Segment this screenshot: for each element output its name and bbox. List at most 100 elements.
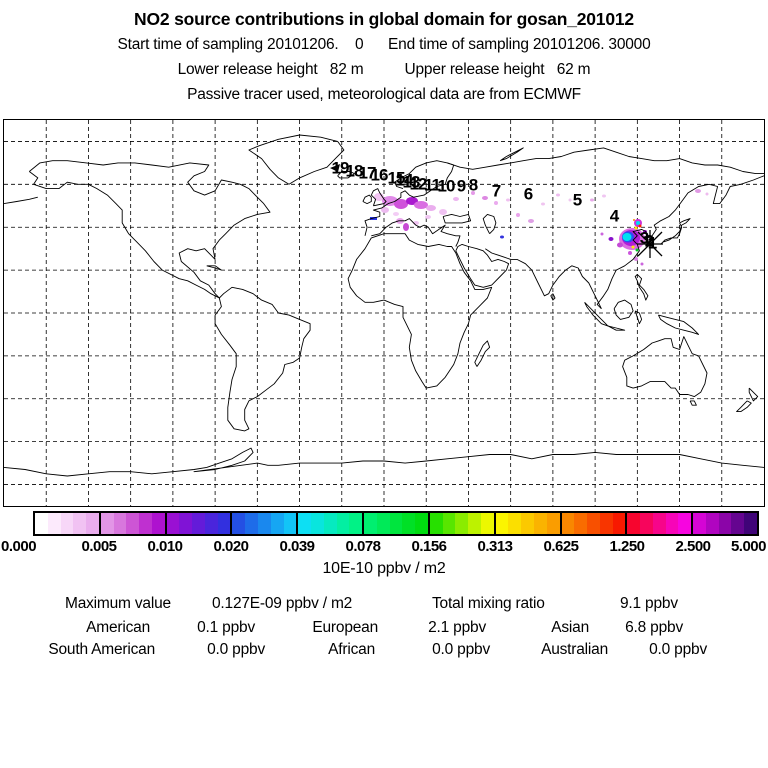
total-mixing-ratio-value: 9.1 ppbv (620, 595, 678, 612)
region-value-american: 0.1 ppbv (197, 619, 255, 636)
colorbar-tick-label: 0.000 (1, 538, 37, 555)
trajectory-day-marker-4: 4 (609, 206, 620, 226)
coastline-australia (622, 336, 708, 398)
coastline-borneo (613, 299, 634, 320)
trajectory-day-marker-6: 6 (523, 184, 534, 204)
coastline-cuba (206, 265, 222, 271)
max-value: 0.127E-09 ppbv / m2 (212, 595, 353, 612)
trajectory-day-marker-8: 8 (468, 175, 479, 195)
colorbar-segment (691, 513, 757, 534)
coastline-mediterranean (371, 218, 461, 247)
colorbar-segment (296, 513, 363, 534)
colorbar-segment (164, 513, 231, 534)
trajectory-day-markers: 19 18 17 16 15 14 13 12 11 10 9 8 7 6 5 4 3 2 1 (4, 120, 764, 506)
coastlines (4, 134, 764, 477)
region-label-european: European (312, 619, 378, 636)
colorbar-tick-label: 5.000 (730, 538, 767, 555)
trajectory-day-marker-19: 19 (331, 158, 350, 178)
colorbar-segment (98, 513, 165, 534)
colorbar-tick-labels: 0.000 0.005 0.010 0.020 0.039 0.078 0.156 0.313… (0, 538, 768, 556)
receptor-location-marker (637, 230, 663, 258)
coastline-arabia (455, 243, 510, 288)
trajectory-arrowhead (330, 164, 340, 172)
trajectory-day-marker-11: 11 (424, 175, 441, 195)
region-label-african: African (328, 641, 375, 658)
sampling-times-line: Start time of sampling 20101206. 0 End t… (117, 36, 651, 53)
coastline-sri-lanka (550, 293, 556, 301)
coastline-black-sea (442, 213, 472, 224)
coastline-greenland (248, 134, 345, 185)
trajectory-day-marker-1: 1 (647, 233, 658, 253)
region-value-european: 2.1 ppbv (428, 619, 486, 636)
coastline-asia-north (447, 147, 764, 175)
region-label-australian: Australian (541, 641, 608, 658)
coastline-new-guinea (657, 314, 700, 335)
colorbar-tick-label: 0.156 (411, 538, 447, 555)
colorbar-tick-label: 0.039 (279, 538, 315, 555)
region-value-australian: 0.0 ppbv (649, 641, 707, 658)
trajectory-day-marker-9: 9 (456, 176, 467, 196)
trajectory-day-marker-17: 17 (358, 163, 377, 183)
colorbar-segment (35, 513, 99, 534)
colorbar-tick-label: 0.313 (477, 538, 513, 555)
region-value-african: 0.0 ppbv (432, 641, 490, 658)
coastline-philippines (634, 274, 649, 301)
release-heights-line: Lower release height 82 m Upper release … (177, 61, 591, 78)
trajectory-day-marker-7: 7 (491, 181, 502, 201)
colorbar-segment (625, 513, 692, 534)
colorbar-tick-label: 2.500 (675, 538, 711, 555)
trajectory-day-marker-12: 12 (409, 174, 428, 194)
colorbar-tick-label: 0.010 (147, 538, 183, 555)
trajectory-day-marker-18: 18 (345, 161, 364, 181)
colorbar-tick-label: 1.250 (609, 538, 645, 555)
coastline-new-zealand-south (736, 400, 752, 413)
trajectory-day-marker-10: 10 (437, 176, 456, 196)
coastline-antarctica (4, 447, 764, 477)
coastline-asia-south (485, 248, 602, 309)
coastline-iceland (337, 171, 355, 179)
plot-header: NO2 source contributions in global domai… (0, 6, 768, 107)
colorbar-tick-label: 0.020 (213, 538, 249, 555)
total-mixing-ratio-label: Total mixing ratio (432, 595, 545, 612)
colorbar-segment (559, 513, 626, 534)
trajectory-day-marker-13: 13 (402, 172, 421, 192)
colorbar-tick-label: 0.078 (345, 538, 381, 555)
coastline-japan (660, 218, 691, 245)
max-value-label: Maximum value (65, 595, 171, 612)
trajectory-day-marker-3: 3 (639, 228, 650, 248)
trajectory-day-marker-16: 16 (370, 165, 389, 185)
world-map-svg (4, 120, 764, 506)
coastline-tasmania (689, 400, 697, 406)
coastline-java (607, 325, 626, 331)
graticule (4, 120, 764, 506)
coastline-novaya-zemlya (499, 147, 524, 162)
coastline-africa (347, 233, 493, 389)
colorbar (33, 511, 759, 536)
trajectory-day-marker-2: 2 (644, 231, 655, 251)
colorbar-segment (362, 513, 428, 534)
coastline-uk (370, 188, 387, 207)
coastline-new-zealand-north (748, 387, 759, 402)
coastline-north-america (29, 160, 271, 299)
coastline-ireland (362, 194, 372, 205)
colorbar-segment (427, 513, 494, 534)
tracer-info-line: Passive tracer used, meteorological data… (187, 86, 581, 103)
coastline-europe-west (364, 160, 455, 236)
region-label-american: American (86, 619, 150, 636)
colorbar-segment (493, 513, 560, 534)
region-value-south-american: 0.0 ppbv (207, 641, 265, 658)
world-map: 19 18 17 16 15 14 13 12 11 10 9 8 7 6 5 4 3 2 1 (3, 119, 765, 507)
colorbar-unit-label: 10E-10 ppbv / m2 (322, 560, 446, 577)
colorbar-tick-label: 0.005 (81, 538, 117, 555)
trajectory-day-marker-14: 14 (395, 170, 414, 190)
trajectory-day-marker-15: 15 (387, 168, 406, 188)
trajectory-day-marker-5: 5 (572, 190, 583, 210)
coastline-sulawesi (634, 310, 643, 325)
coastline-south-america (214, 286, 311, 432)
coastline-caspian-sea (482, 213, 497, 235)
coastline-madagascar (474, 340, 491, 367)
region-label-south-american: South American (48, 641, 155, 658)
colorbar-tick-label: 0.625 (543, 538, 579, 555)
coastline-asia-east (596, 175, 764, 310)
